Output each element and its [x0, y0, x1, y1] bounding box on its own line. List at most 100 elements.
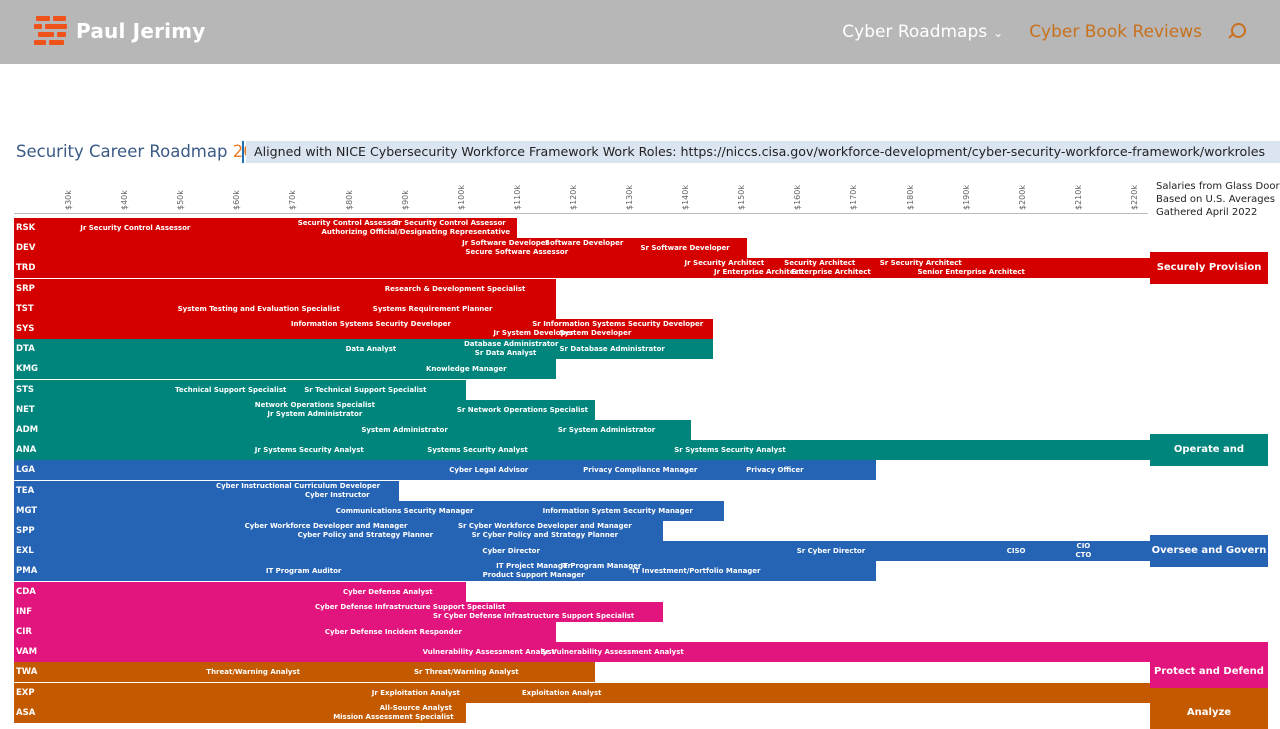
salary-tick: $60k [232, 190, 242, 210]
role-label[interactable]: Privacy Officer [746, 466, 804, 475]
salary-tick: $180k [905, 185, 915, 210]
role-label[interactable]: System Developer [559, 329, 632, 337]
role-label[interactable]: Sr Data Analyst [474, 349, 537, 358]
role-label[interactable]: Product Support Manager [482, 571, 585, 580]
role-label[interactable]: Sr Cyber Defense Infrastructure Support … [432, 611, 635, 620]
role-label[interactable]: Systems Security Analyst [427, 446, 528, 455]
row-bar [14, 561, 876, 582]
role-label[interactable]: Sr System Administrator [557, 426, 656, 434]
roadmap-row-dev: DEV Jr Software Developer Software Develop… [14, 238, 747, 259]
main-nav: Cyber Roadmaps ⌄ Cyber Book Reviews [842, 0, 1280, 64]
role-label[interactable]: IT Program Auditor [265, 567, 342, 576]
salary-tick: $140k [681, 185, 691, 210]
role-label[interactable]: Jr Security Architect [684, 259, 765, 268]
role-label[interactable]: Cyber Director [482, 547, 540, 556]
role-label[interactable]: Systems Requirement Planner [372, 304, 493, 313]
role-label[interactable]: Sr Cyber Director [796, 547, 866, 556]
roadmap-row-rsk: RSK Jr Security Control Assessor Security … [14, 218, 517, 238]
roadmap-row-trd: TRD Jr Security Architect Jr Enterprise Ar… [14, 258, 1162, 279]
roadmap-row-adm: ADM System Administrator Sr System Adminis… [14, 420, 691, 440]
role-label[interactable]: Senior Enterprise Architect [917, 268, 1025, 277]
role-label[interactable]: Communications Security Manager [335, 506, 474, 515]
role-label[interactable]: Technical Support Specialist [175, 385, 287, 394]
role-label[interactable]: Exploitation Analyst [521, 688, 602, 697]
role-label[interactable]: Sr Cyber Workforce Developer and Manager [457, 522, 632, 530]
nav-cyber-book-reviews[interactable]: Cyber Book Reviews [1029, 22, 1202, 42]
roadmap-row-twa: TWA Threat/Warning Analyst Sr Threat/Warni… [14, 662, 596, 683]
roadmap-title-text: Security Career Roadmap [16, 142, 233, 161]
row-code: EXL [16, 546, 34, 557]
role-label[interactable]: Cyber Instructional Curriculum Developer [215, 481, 381, 490]
role-label[interactable]: Sr Security Architect [879, 259, 962, 268]
role-label[interactable]: Sr Database Administrator [559, 345, 665, 354]
role-label[interactable]: Information Systems Security Developer [290, 320, 451, 328]
role-label[interactable]: Cyber Defense Infrastructure Support Spe… [315, 602, 506, 611]
role-label[interactable]: Sr Threat/Warning Analyst [414, 668, 519, 677]
role-label[interactable]: Database Administrator [463, 340, 559, 349]
role-label[interactable]: Authorizing Official/Designating Represe… [321, 228, 511, 236]
site-logo[interactable]: Paul Jerimy [34, 16, 205, 46]
row-code: EXP [16, 687, 35, 698]
role-label[interactable]: Jr Enterprise Architect [714, 268, 803, 277]
search-icon[interactable] [1228, 23, 1246, 41]
role-label[interactable]: Sr Cyber Policy and Strategy Planner [471, 531, 619, 539]
role-label[interactable]: All-Source Analyst [379, 703, 452, 712]
role-label[interactable]: Information System Security Manager [542, 506, 693, 515]
role-label[interactable]: Cyber Legal Advisor [449, 466, 529, 475]
role-label[interactable]: Sr Software Developer [640, 244, 730, 253]
role-label[interactable]: Software Developer [544, 239, 624, 248]
role-label[interactable]: IT Program Manager [560, 562, 642, 571]
nav-cyber-roadmaps[interactable]: Cyber Roadmaps ⌄ [842, 22, 1003, 42]
role-label[interactable]: Cyber Defense Analyst [342, 587, 433, 596]
role-label[interactable]: IT Investment/Portfolio Manager [632, 567, 761, 576]
role-label[interactable]: System Testing and Evaluation Specialist [177, 304, 340, 313]
salary-tick: $50k [176, 190, 186, 210]
salary-tick: $210k [1073, 185, 1083, 210]
role-label[interactable]: Network Operations Specialist [254, 400, 375, 409]
role-label[interactable]: Cyber Instructor [304, 490, 370, 499]
role-label[interactable]: System Administrator [361, 426, 448, 434]
role-label[interactable]: Sr Information Systems Security Develope… [532, 320, 704, 328]
roadmap-row-exp: EXP Jr Exploitation Analyst Exploitation A… [14, 682, 1162, 703]
role-label[interactable]: IT Project Manager [496, 562, 572, 571]
row-bar [14, 218, 517, 238]
role-label[interactable]: Research & Development Specialist [384, 284, 526, 293]
roadmap-row-tea: TEA Cyber Instructional Curriculum Develo… [14, 480, 399, 501]
role-label[interactable]: Sr Security Control Assessor [393, 219, 506, 227]
role-label[interactable]: Cyber Workforce Developer and Manager [244, 522, 408, 530]
role-label[interactable]: Cyber Policy and Strategy Planner [297, 531, 434, 539]
role-label[interactable]: Jr System Developer [493, 329, 574, 337]
brick-logo-icon [34, 16, 68, 46]
roadmap-row-cir: CIR Cyber Defense Incident Responder [14, 622, 557, 642]
role-label[interactable]: Security Architect [784, 259, 856, 268]
roadmap-row-pma: PMA IT Program Auditor IT Project Manager I… [14, 561, 876, 582]
role-label[interactable]: Secure Software Assessor [465, 248, 569, 257]
role-label[interactable]: Jr System Administrator [267, 409, 363, 418]
role-label[interactable]: Enterprise Architect [791, 268, 871, 277]
roadmap-subtitle: Aligned with NICE Cybersecurity Workforc… [254, 144, 1266, 159]
role-label[interactable]: Data Analyst [345, 345, 397, 354]
roadmap-row-vam: VAM Vulnerability Assessment Analyst Sr Vu… [14, 642, 1162, 663]
category-label: Oversee and Govern [1150, 535, 1268, 568]
role-label[interactable]: Security Control Assessor [297, 219, 400, 227]
role-label[interactable]: Jr Exploitation Analyst [371, 688, 460, 697]
salary-tick: $90k [400, 190, 410, 210]
role-label[interactable]: Threat/Warning Analyst [206, 668, 300, 677]
role-label[interactable]: Jr Software Developer [462, 239, 550, 248]
row-bar [14, 359, 557, 380]
role-label[interactable]: Sr Vulnerability Assessment Analyst [540, 648, 684, 657]
role-label[interactable]: CIO [1076, 542, 1091, 551]
role-label[interactable]: Sr Network Operations Specialist [456, 405, 588, 414]
row-code: ASA [16, 707, 36, 718]
role-label[interactable]: Sr Systems Security Analyst [674, 446, 786, 455]
role-label[interactable]: Sr Technical Support Specialist [304, 385, 427, 394]
role-label[interactable]: CTO [1075, 551, 1092, 560]
role-label[interactable]: Vulnerability Assessment Analyst [422, 648, 555, 657]
role-label[interactable]: Knowledge Manager [425, 365, 507, 374]
role-label[interactable]: Privacy Compliance Manager [583, 466, 698, 475]
role-label[interactable]: Jr Security Control Assessor [80, 224, 191, 232]
role-label[interactable]: Mission Assessment Specialist [333, 712, 454, 721]
role-label[interactable]: Jr Systems Security Analyst [254, 446, 364, 455]
role-label[interactable]: CISO [1006, 547, 1026, 556]
role-label[interactable]: Cyber Defense Incident Responder [324, 628, 462, 636]
